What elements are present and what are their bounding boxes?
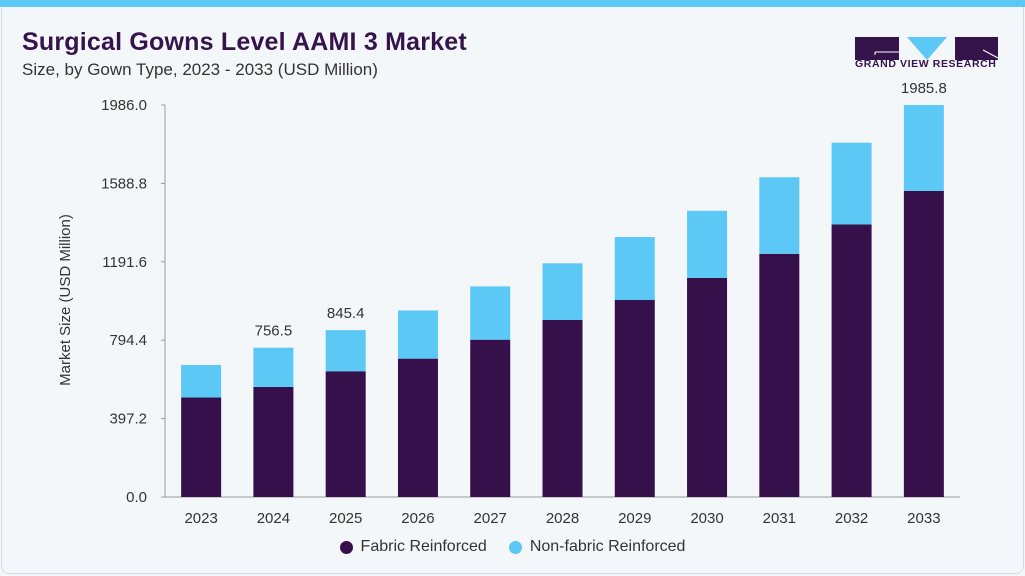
chart-title: Surgical Gowns Level AAMI 3 Market [22,28,467,56]
card-frame [1,7,1024,574]
bar-nonfabric-2032 [831,142,872,225]
legend-item-fabric[interactable]: Fabric Reinforced [339,538,487,556]
bar-nonfabric-2025 [325,330,366,372]
logo-text: GRAND VIEW RESEARCH [855,58,997,70]
bar-fabric-2030 [687,277,728,497]
x-tick-label: 2032 [835,510,868,527]
legend-label-nonfabric: Non-fabric Reinforced [529,538,686,555]
bar-fabric-2026 [397,358,438,497]
data-label: 1985.8 [901,80,947,97]
x-tick-label: 2027 [474,510,507,527]
y-tick-label: 794.4 [109,332,147,349]
x-tick-label: 2023 [184,510,217,527]
bar-nonfabric-2023 [181,364,222,398]
bar-fabric-2023 [181,397,222,497]
bar-fabric-2025 [325,371,366,497]
top-accent-bar [0,0,1025,7]
y-tick-label: 1986.0 [101,97,147,114]
grand-view-research-logo [855,37,999,60]
bar-nonfabric-2028 [542,263,583,320]
y-tick-label: 0.0 [126,489,147,506]
legend-label-fabric: Fabric Reinforced [360,538,487,555]
bar-fabric-2031 [759,253,800,497]
data-label: 756.5 [255,323,293,340]
bar-fabric-2032 [831,224,872,498]
x-tick-label: 2033 [907,510,940,527]
y-axis-label: Market Size (USD Million) [57,214,74,386]
bar-nonfabric-2026 [397,310,438,359]
x-tick-label: 2024 [257,510,290,527]
x-tick-label: 2031 [763,510,796,527]
bar-nonfabric-2030 [687,210,728,278]
bar-fabric-2028 [542,319,583,497]
x-tick-label: 2030 [690,510,723,527]
bar-nonfabric-2029 [614,237,655,301]
y-tick-label: 397.2 [109,411,147,428]
legend-swatch-nonfabric [508,540,522,554]
legend-item-nonfabric[interactable]: Non-fabric Reinforced [508,538,686,556]
data-label: 845.4 [327,305,365,322]
x-tick-label: 2028 [546,510,579,527]
bar-fabric-2033 [903,190,944,497]
bar-fabric-2027 [470,339,511,497]
y-tick-label: 1191.6 [102,254,147,271]
bar-fabric-2024 [253,386,294,497]
bar-nonfabric-2027 [470,286,511,340]
legend-swatch-fabric [339,540,353,554]
chart-subtitle: Size, by Gown Type, 2023 - 2033 (USD Mil… [22,60,378,79]
x-tick-label: 2029 [618,510,651,527]
bar-nonfabric-2033 [903,105,944,191]
bar-nonfabric-2024 [253,347,294,387]
x-tick-label: 2025 [329,510,362,527]
bar-nonfabric-2031 [759,177,800,254]
bar-fabric-2029 [614,300,655,497]
legend: Fabric Reinforced Non-fabric Reinforced [0,538,1025,556]
y-tick-label: 1588.8 [101,175,147,192]
x-tick-label: 2026 [401,510,434,527]
